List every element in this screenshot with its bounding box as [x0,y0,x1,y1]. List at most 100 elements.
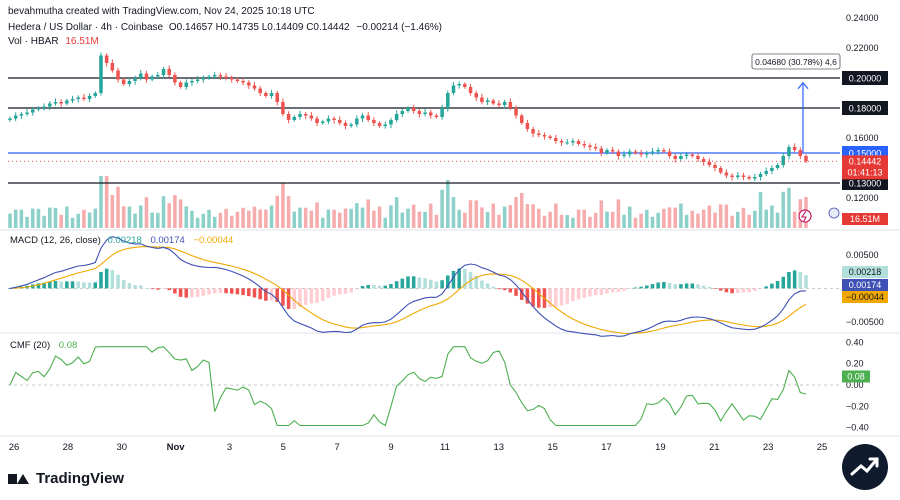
volume-bar [701,209,706,228]
volume-bar [139,205,143,228]
candle-body [36,108,41,110]
macd-histogram-bar [610,288,615,293]
macd-histogram-bar [616,288,621,292]
level-price-label: 0.13000 [849,179,882,189]
volume-bar [514,197,518,228]
volume-bar [730,215,734,228]
macd-histogram-bar [519,288,524,300]
volume-bar [736,211,740,228]
volume-bar [741,207,746,228]
volume-value: 16.51M [65,36,99,47]
macd-histogram-bar [178,288,183,297]
candle-body [355,118,359,125]
macd-histogram-bar [480,280,484,289]
volume-bar [633,217,638,228]
candle-body [247,82,251,86]
volume-bar [423,211,427,228]
macd-histogram-bar [554,288,558,307]
macd-histogram-bar [502,288,507,291]
candle-body [559,141,564,143]
macd-histogram-bar [184,288,189,298]
tradingview-logo[interactable]: TradingView [8,470,124,487]
volume-bar [753,210,757,228]
volume-bar [656,212,660,228]
candle-body [787,147,791,156]
volume-bar [491,203,496,228]
macd-histogram-bar [446,275,450,289]
candle-body [320,121,325,123]
volume-bar [48,207,52,228]
candle-body [167,69,171,75]
candle-body [480,97,484,102]
macd-histogram-bar [787,271,791,289]
macd-histogram-bar [53,281,58,289]
macd-line-value: 0.00174 [150,235,185,246]
volume-bar [201,213,206,228]
cmf-axis-tick: 0.20 [846,359,864,369]
measure-label: 0.04680 (30.78%) 4,6 [755,57,837,67]
volume-legend: Vol · HBAR 16.51M [8,36,99,47]
time-axis-tick: 19 [655,442,666,453]
candle-body [59,102,63,104]
candle-body [696,156,700,159]
volume-bar [599,200,604,228]
candle-body [554,138,558,141]
macd-histogram-bar [537,288,541,308]
candle-body [548,136,552,138]
macd-histogram-bar [372,285,376,289]
tradingview-mark-icon [8,472,30,486]
macd-histogram-bar [679,284,683,289]
time-axis-tick: 13 [494,442,505,453]
candle-body [292,117,297,120]
volume-bar [662,208,666,228]
macd-histogram-bar [633,287,638,289]
price-axis-tick: 0.12000 [846,193,879,203]
volume-bar [309,210,314,228]
ohlc-values: O0.14657 H0.14735 L0.14409 C0.14442 [168,22,350,33]
macd-histogram-bar [389,284,393,289]
candle-body [372,120,376,123]
price-axis-tick: 0.16000 [846,133,879,143]
candle-body [764,171,768,174]
time-axis-tick: 25 [817,442,828,453]
macd-histogram-bar [667,282,672,289]
volume-bar [207,209,211,228]
flash-event-icon [798,209,812,223]
macd-histogram-bar [366,285,370,289]
macd-histogram-bar [701,285,706,289]
candle-body [485,100,490,102]
volume-tag [842,213,888,225]
macd-histogram-bar [730,288,734,294]
macd-histogram-bar [247,288,251,297]
candle-body [582,144,587,146]
macd-histogram-bar [281,288,285,306]
candle-body [451,85,456,93]
macd-histogram-bar [798,271,803,289]
candle-body [25,112,29,114]
macd-axis-tick: 0.00500 [846,250,879,260]
macd-histogram-bar [161,288,166,289]
macd-histogram-bar [224,288,228,294]
candle-body [315,118,319,123]
macd-histogram-bar [76,281,80,289]
volume-bar [406,208,410,228]
volume-bar [394,197,399,228]
volume-bar [627,206,632,228]
macd-signal-line [9,246,807,334]
time-axis-tick: 7 [335,442,340,453]
candle-body [178,82,183,87]
volume-bar [224,208,228,228]
volume-bar [343,208,348,228]
candle-body [428,112,433,116]
time-axis-tick: 9 [388,442,393,453]
macd-histogram-bar [690,283,695,289]
volume-bar [537,208,541,228]
volume-bar [696,213,700,228]
candle-body [190,81,194,83]
candle-body [207,76,211,78]
macd-legend: MACD (12, 26, close) 0.00218 0.00174 −0.… [10,235,233,246]
macd-histogram-bar [298,288,302,307]
volume-bar [480,207,484,228]
volume-bar [758,192,763,228]
